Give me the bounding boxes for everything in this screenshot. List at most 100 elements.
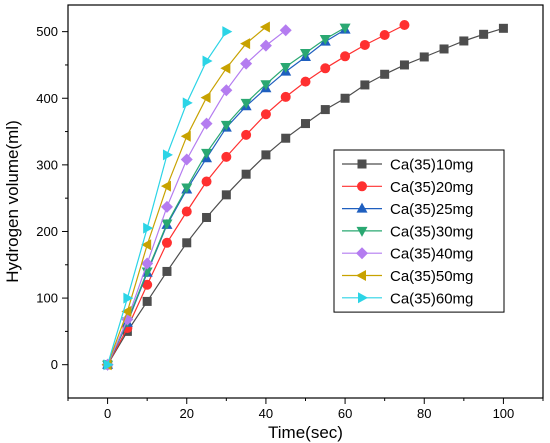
data-point (340, 93, 350, 103)
legend-label: Ca(35)20mg (390, 179, 473, 196)
data-point (180, 153, 193, 166)
data-point (340, 51, 351, 62)
data-point (220, 84, 233, 97)
data-point (222, 26, 233, 38)
data-point (221, 151, 232, 162)
data-point (161, 237, 172, 248)
y-axis-title: Hydrogen volume(ml) (3, 120, 22, 283)
data-point (419, 52, 429, 62)
data-point (359, 39, 370, 50)
data-point (379, 29, 390, 40)
legend-label: Ca(35)50mg (390, 268, 473, 285)
legend-marker (357, 181, 367, 192)
data-point (182, 97, 193, 109)
data-point (220, 120, 232, 131)
data-point (143, 222, 154, 234)
legend-label: Ca(35)10mg (390, 157, 473, 174)
data-point (279, 24, 292, 37)
data-point (181, 183, 193, 194)
x-tick-label: 0 (104, 406, 111, 421)
legend-item: Ca(35)10mg (342, 157, 473, 174)
legend-item: Ca(35)20mg (342, 179, 473, 196)
data-point (320, 63, 331, 74)
data-point (300, 76, 311, 87)
data-point (182, 238, 192, 248)
data-point (202, 212, 212, 222)
data-point (160, 200, 173, 213)
legend-item: Ca(35)50mg (342, 268, 473, 285)
legend-label: Ca(35)25mg (390, 201, 473, 218)
data-point (498, 23, 508, 33)
data-point (260, 109, 271, 120)
data-point (320, 105, 330, 115)
data-point (220, 62, 231, 74)
data-point (181, 206, 192, 217)
data-point (160, 180, 171, 192)
x-tick-label: 20 (180, 406, 194, 421)
y-tick-label: 500 (36, 24, 58, 39)
legend-marker (356, 202, 368, 213)
data-point (259, 21, 270, 33)
data-point (300, 48, 311, 59)
series-6 (103, 26, 233, 371)
data-point (142, 279, 153, 290)
legend-marker (356, 226, 368, 237)
data-point (121, 305, 132, 317)
data-point (280, 62, 292, 73)
data-point (142, 296, 152, 306)
data-point (339, 23, 351, 34)
data-point (280, 91, 291, 102)
legend-marker (357, 159, 367, 169)
data-point (259, 39, 272, 52)
data-point (161, 219, 173, 230)
data-point (180, 130, 191, 142)
data-point (380, 69, 390, 79)
data-point (162, 266, 172, 276)
data-point (200, 117, 213, 130)
legend-item: Ca(35)30mg (342, 223, 473, 240)
data-point (241, 169, 251, 179)
legend-item: Ca(35)60mg (342, 290, 473, 307)
data-point (399, 60, 409, 70)
axes: 0 20 40 60 80 100 0 100 200 300 400 500 (36, 4, 544, 421)
data-point (399, 19, 410, 30)
data-point (261, 150, 271, 160)
x-tick-label: 40 (259, 406, 273, 421)
series-line (107, 31, 227, 365)
y-tick-label: 200 (36, 224, 58, 239)
data-point (103, 359, 114, 371)
data-point (281, 133, 291, 143)
data-point (121, 313, 134, 326)
y-tick-label: 400 (36, 91, 58, 106)
plot-area (101, 19, 508, 371)
data-point (141, 257, 154, 270)
x-axis-title: Time(sec) (268, 423, 343, 442)
data-point (459, 36, 469, 46)
data-point (141, 239, 152, 251)
series-5 (101, 21, 270, 371)
data-point (319, 34, 331, 45)
data-point (202, 55, 213, 67)
x-tick-label: 80 (417, 406, 431, 421)
legend-item: Ca(35)40mg (342, 246, 473, 263)
data-point (123, 292, 134, 304)
data-point (479, 29, 489, 39)
data-point (260, 80, 272, 91)
data-point (241, 129, 252, 140)
legend-marker (358, 292, 368, 304)
y-tick-label: 0 (51, 357, 58, 372)
x-tick-label: 60 (338, 406, 352, 421)
data-point (439, 44, 449, 54)
legend: Ca(35)10mg Ca(35)20mg Ca(35)25mg Ca(35)30mg… (333, 149, 505, 313)
legend-item: Ca(35)25mg (342, 201, 473, 218)
legend-marker (356, 247, 368, 260)
data-point (200, 92, 211, 104)
series-line (107, 29, 287, 365)
y-tick-label: 100 (36, 291, 58, 306)
data-point (240, 98, 252, 109)
legend-label: Ca(35)30mg (390, 223, 473, 240)
legend-label: Ca(35)60mg (390, 290, 473, 307)
y-tick-label: 300 (36, 157, 58, 172)
legend-label: Ca(35)40mg (390, 246, 473, 263)
